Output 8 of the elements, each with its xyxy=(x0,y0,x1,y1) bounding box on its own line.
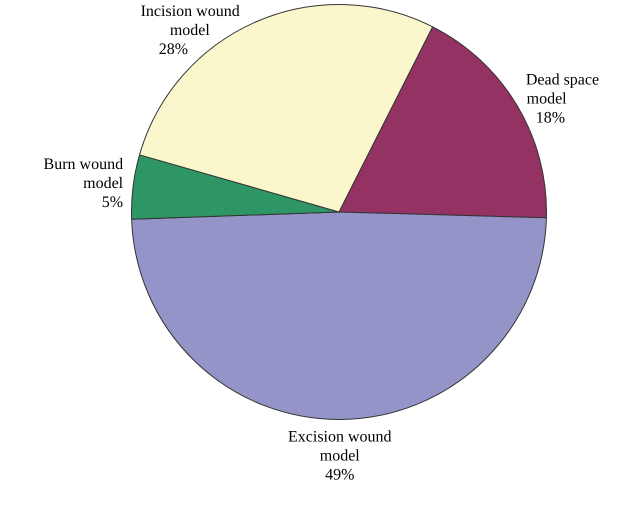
slice-label: Incision wound model xyxy=(140,3,240,40)
slice-label: Dead space model xyxy=(526,71,600,108)
data-label: 28% xyxy=(158,41,188,58)
data-label: 49% xyxy=(325,466,354,484)
slice-label: Excision wound model xyxy=(288,428,392,465)
data-label: 5% xyxy=(102,194,124,212)
slice-label: Burn wound model xyxy=(44,156,124,192)
data-label: 18% xyxy=(536,109,566,126)
